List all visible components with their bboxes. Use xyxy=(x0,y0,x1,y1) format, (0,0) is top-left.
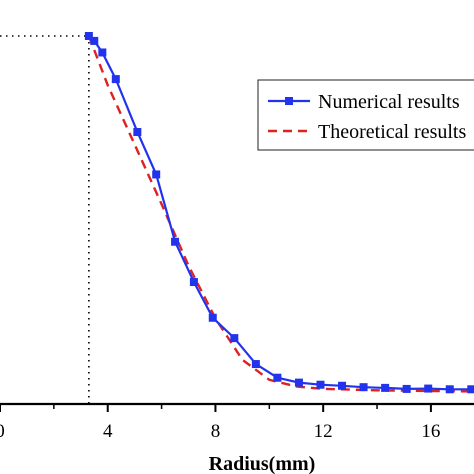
data-point-numerical xyxy=(230,334,239,343)
data-point-numerical xyxy=(381,383,390,392)
series-layer xyxy=(84,32,474,394)
legend-marker-numerical xyxy=(285,97,293,105)
data-point-numerical xyxy=(445,385,454,394)
data-point-numerical xyxy=(467,385,474,394)
legend-label-numerical: Numerical results xyxy=(318,91,460,113)
data-point-numerical xyxy=(338,381,347,390)
x-tick-label: 12 xyxy=(314,421,333,442)
data-point-numerical xyxy=(208,313,217,322)
data-point-numerical xyxy=(133,128,142,137)
data-point-numerical xyxy=(273,373,282,382)
x-tick-label: 4 xyxy=(103,421,113,442)
data-point-numerical xyxy=(402,384,411,393)
legend-entry-theoretical: Theoretical results xyxy=(268,121,466,143)
x-tick-label: 16 xyxy=(421,421,440,442)
legend-box xyxy=(257,79,474,151)
x-axis-title: Radius(mm) xyxy=(209,453,316,474)
data-point-numerical xyxy=(316,380,325,389)
data-point-numerical xyxy=(189,278,198,287)
legend: Numerical results Theoretical results xyxy=(257,79,474,151)
data-point-numerical xyxy=(98,48,107,57)
x-tick-label: 0 xyxy=(0,421,5,442)
x-axis-ticks: 0 4 8 12 16 xyxy=(0,404,440,442)
data-point-numerical xyxy=(251,360,260,369)
data-point-numerical xyxy=(84,32,93,40)
data-point-numerical xyxy=(424,384,433,393)
data-point-numerical xyxy=(152,170,161,179)
data-point-numerical xyxy=(111,75,120,84)
legend-entry-numerical: Numerical results xyxy=(268,91,460,113)
data-point-numerical xyxy=(294,378,303,387)
x-tick-label: 8 xyxy=(211,421,221,442)
data-point-numerical xyxy=(90,36,99,45)
data-point-numerical xyxy=(171,237,180,246)
series-line-theoretical xyxy=(87,35,472,393)
legend-label-theoretical: Theoretical results xyxy=(318,121,466,143)
data-point-numerical xyxy=(359,383,368,392)
guide-lines xyxy=(0,35,90,404)
